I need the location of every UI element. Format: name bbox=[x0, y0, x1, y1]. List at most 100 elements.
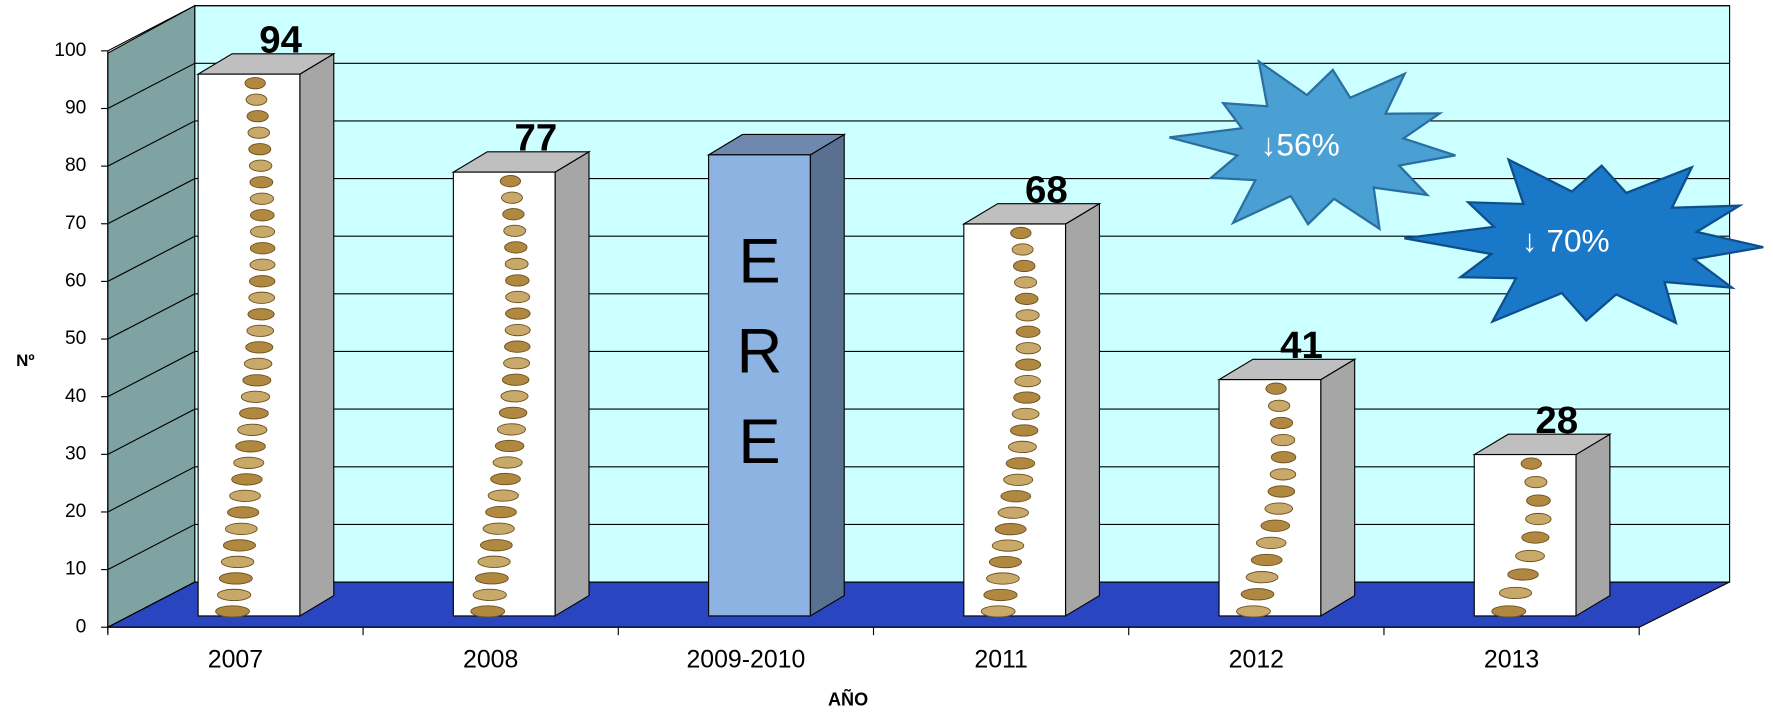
y-tick-label: 10 bbox=[65, 559, 86, 580]
y-tick-label: 70 bbox=[65, 213, 86, 234]
y-tick-label: 40 bbox=[65, 386, 86, 407]
spine-image bbox=[250, 177, 273, 188]
spine-image bbox=[1508, 569, 1539, 580]
chart: Nº AÑO 010203040506070809010094200777200… bbox=[0, 0, 1773, 712]
spine-image bbox=[238, 424, 267, 435]
y-tick-label: 50 bbox=[65, 328, 86, 349]
y-tick-label: 80 bbox=[65, 155, 86, 176]
spine-image bbox=[1012, 244, 1033, 255]
spine-image bbox=[501, 391, 528, 402]
spine-image bbox=[1268, 486, 1295, 497]
spine-image bbox=[505, 341, 531, 352]
spine-image bbox=[249, 276, 274, 287]
y-axis-label: Nº bbox=[16, 351, 34, 370]
spine-image bbox=[506, 291, 530, 302]
x-tick-label: 2008 bbox=[463, 646, 518, 674]
spine-image bbox=[1004, 474, 1033, 485]
spine-image bbox=[244, 358, 272, 369]
spine-image bbox=[502, 192, 523, 203]
spine-image bbox=[1526, 513, 1551, 524]
spine-image bbox=[246, 94, 267, 105]
spine-image bbox=[1266, 383, 1286, 394]
bar-side bbox=[300, 54, 334, 616]
spine-image bbox=[471, 606, 505, 617]
spine-image bbox=[247, 111, 268, 122]
spine-image bbox=[250, 226, 274, 237]
spine-image bbox=[505, 324, 530, 335]
spine-image bbox=[1516, 550, 1545, 561]
bar-side bbox=[1576, 434, 1610, 616]
spine-image bbox=[1522, 532, 1549, 543]
data-label: 68 bbox=[1025, 169, 1068, 212]
spine-image bbox=[1261, 520, 1290, 531]
spine-image bbox=[1270, 417, 1292, 428]
spine-image bbox=[241, 391, 269, 402]
spine-image bbox=[248, 127, 270, 138]
spine-image bbox=[249, 160, 271, 171]
y-tick-label: 90 bbox=[65, 98, 86, 119]
x-tick-label: 2009-2010 bbox=[686, 646, 805, 674]
data-label: 28 bbox=[1535, 399, 1578, 442]
spine-image bbox=[1016, 359, 1041, 370]
bar-side bbox=[810, 134, 844, 615]
spine-image bbox=[1527, 495, 1551, 506]
spine-image bbox=[1010, 425, 1037, 436]
bar-side bbox=[1066, 204, 1100, 616]
spine-image bbox=[505, 258, 528, 269]
spine-image bbox=[1008, 441, 1036, 452]
spine-image bbox=[1014, 392, 1040, 403]
bar-text: E bbox=[738, 407, 780, 477]
spine-image bbox=[1492, 606, 1526, 617]
spine-image bbox=[480, 540, 512, 551]
spine-image bbox=[225, 523, 257, 534]
spine-image bbox=[503, 209, 524, 220]
spine-image bbox=[499, 407, 527, 418]
spine-image bbox=[495, 440, 524, 451]
spine-image bbox=[486, 506, 517, 517]
spine-image bbox=[1268, 400, 1289, 411]
spine-image bbox=[248, 309, 274, 320]
spine-image bbox=[1006, 458, 1035, 469]
spine-image bbox=[247, 325, 274, 336]
spine-image bbox=[250, 193, 273, 204]
spine-image bbox=[1521, 458, 1541, 469]
spine-image bbox=[1525, 476, 1547, 487]
spine-image bbox=[502, 374, 529, 385]
data-label: 41 bbox=[1280, 324, 1323, 367]
spine-image bbox=[217, 589, 250, 600]
spine-image bbox=[506, 275, 529, 286]
spine-image bbox=[1015, 293, 1038, 304]
spine-image bbox=[995, 524, 1026, 535]
spine-image bbox=[1241, 589, 1274, 600]
spine-image bbox=[483, 523, 514, 534]
spine-image bbox=[1001, 491, 1031, 502]
spine-image bbox=[981, 606, 1015, 617]
spine-image bbox=[246, 342, 273, 353]
spine-image bbox=[1015, 375, 1041, 386]
spine-image bbox=[478, 556, 510, 567]
annotation: ↓ 70% bbox=[1522, 222, 1610, 258]
spine-image bbox=[250, 243, 275, 254]
annotation: ↓56% bbox=[1261, 126, 1340, 162]
spine-image bbox=[493, 457, 522, 468]
spine-image bbox=[500, 176, 520, 187]
data-label: 94 bbox=[259, 19, 302, 62]
spine-image bbox=[249, 292, 275, 303]
spine-image bbox=[505, 242, 527, 253]
spine-image bbox=[504, 225, 526, 236]
spine-image bbox=[1016, 326, 1040, 337]
spine-image bbox=[1236, 606, 1270, 617]
spine-image bbox=[236, 441, 266, 452]
spine-image bbox=[245, 78, 265, 89]
spine-image bbox=[1246, 571, 1278, 582]
x-axis-label: AÑO bbox=[828, 688, 868, 709]
y-tick-label: 20 bbox=[65, 501, 86, 522]
spine-image bbox=[234, 457, 264, 468]
x-tick-label: 2007 bbox=[208, 646, 263, 674]
bar-text: E bbox=[738, 226, 780, 296]
spine-image bbox=[987, 573, 1020, 584]
spine-image bbox=[504, 358, 530, 369]
y-tick-label: 30 bbox=[65, 443, 86, 464]
spine-image bbox=[992, 540, 1024, 551]
x-tick-label: 2011 bbox=[974, 646, 1027, 674]
